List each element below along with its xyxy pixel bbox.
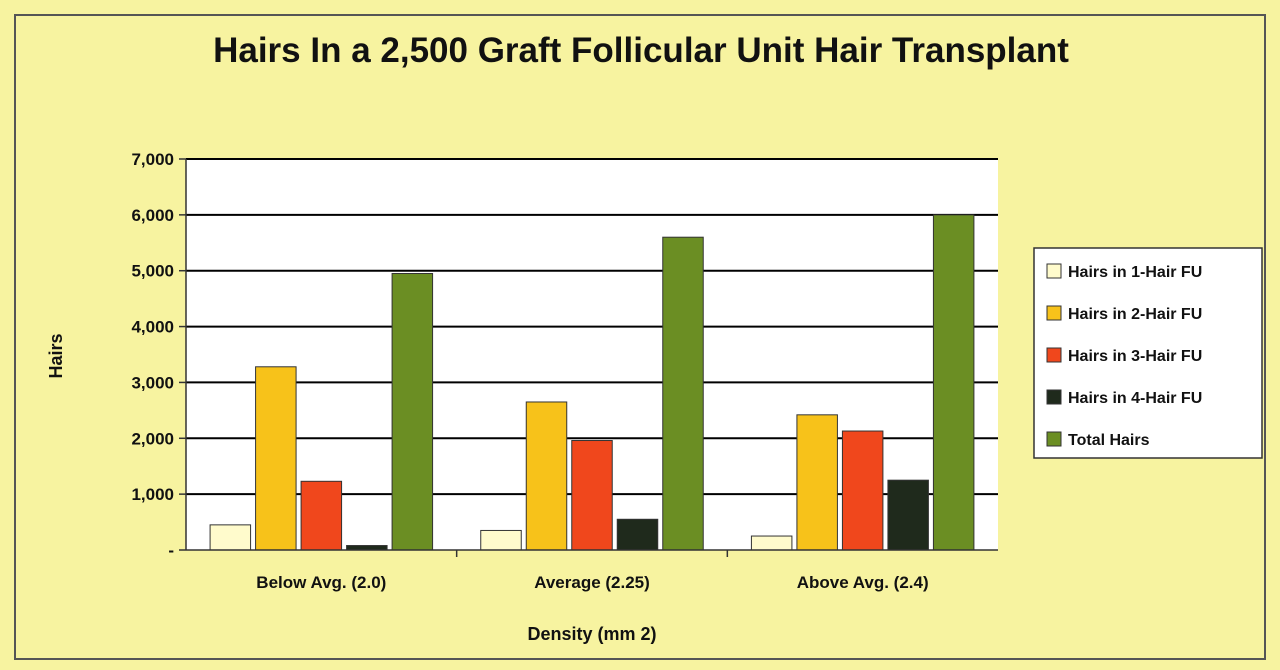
legend-label: Total Hairs [1068,432,1150,449]
y-tick-labels: - 1,000 2,000 3,000 4,000 5,000 6,000 7,000 [131,150,186,560]
legend-box [1033,247,1263,459]
bar [391,273,434,551]
x-tick-label: Above Avg. (2.4) [797,573,929,592]
y-tick-label: - [168,541,174,560]
y-tick-label: 6,000 [131,206,174,225]
bar [932,214,975,551]
x-tick-label: Average (2.25) [534,573,650,592]
bar [525,401,568,551]
legend-swatch [1046,305,1062,321]
y-tick-label: 7,000 [131,150,174,169]
x-tick-label: Below Avg. (2.0) [256,573,386,592]
bar [796,414,838,551]
legend-label: Hairs in 3-Hair FU [1068,348,1202,365]
bar [209,524,252,551]
chart-title: Hairs In a 2,500 Graft Follicular Unit H… [213,31,1069,70]
legend-swatch [1046,389,1062,405]
y-tick-label: 5,000 [131,262,174,281]
legend-label: Hairs in 1-Hair FU [1068,264,1202,281]
legend-label: Hairs in 2-Hair FU [1068,306,1202,323]
gridlines [186,158,998,496]
legend: Hairs in 1-Hair FU Hairs in 2-Hair FU Hair… [1033,247,1263,459]
bar [571,440,613,551]
legend-swatch [1046,263,1062,279]
y-tick-label: 3,000 [131,373,174,392]
bar [662,236,704,551]
bar [616,518,659,551]
y-tick-label: 1,000 [131,485,174,504]
bar [750,535,793,551]
bar [841,430,884,551]
legend-label: Hairs in 4-Hair FU [1068,390,1202,407]
bar [300,480,343,551]
bar [480,529,522,551]
y-tick-label: 2,000 [131,429,174,448]
x-axis-label: Density (mm 2) [527,624,656,644]
bar [255,366,297,551]
y-axis-label: Hairs [46,333,66,378]
y-tick-label: 4,000 [131,318,174,337]
legend-swatch [1046,347,1062,363]
legend-swatch [1046,431,1062,447]
bar [887,479,929,551]
x-tick-labels: Below Avg. (2.0) Average (2.25) Above Avg.… [256,550,929,592]
